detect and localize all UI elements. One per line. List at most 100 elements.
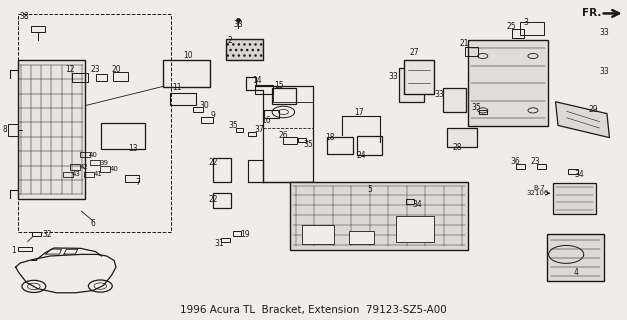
Bar [125,175,139,182]
Text: 8: 8 [3,125,8,134]
Bar [349,231,374,244]
Text: 40: 40 [89,152,98,158]
Text: 1: 1 [11,246,16,255]
Text: 10: 10 [183,51,193,60]
Bar [31,26,45,32]
Text: 35: 35 [472,103,482,112]
Text: 23: 23 [530,157,540,166]
Bar [8,124,18,136]
Bar [547,234,604,281]
Text: 22: 22 [208,195,218,204]
Bar [255,85,273,94]
Text: 39: 39 [100,160,108,165]
Bar [468,40,548,126]
Text: 24: 24 [356,151,366,160]
Bar [357,136,382,155]
Bar [113,72,128,81]
Bar [512,29,524,38]
Text: 43: 43 [72,171,81,177]
Bar [213,158,231,182]
Bar [101,123,145,149]
Text: 34: 34 [412,200,422,209]
Text: 18: 18 [325,133,335,142]
Bar [63,172,73,177]
Bar [90,160,100,165]
Bar [520,22,544,35]
Text: 33: 33 [599,67,609,76]
Bar [221,238,230,242]
Text: FR.: FR. [582,8,601,18]
Bar [213,193,231,208]
Text: 30: 30 [199,101,209,110]
Text: 2: 2 [227,36,232,45]
Text: 32100: 32100 [527,190,549,196]
Bar [170,93,196,105]
Bar [84,172,94,177]
Text: 34: 34 [574,170,584,179]
Text: 31: 31 [214,239,224,248]
Bar [478,110,487,114]
Text: 32: 32 [42,230,52,239]
Text: 6: 6 [90,219,95,228]
Bar [568,169,578,174]
Text: 5: 5 [367,185,372,194]
Text: 33: 33 [389,72,399,81]
Text: 23: 23 [90,65,100,74]
Bar [553,183,596,214]
Text: 20: 20 [111,65,121,74]
Bar [18,60,85,199]
Text: 35: 35 [228,121,238,130]
Text: 29: 29 [588,105,598,114]
Text: 11: 11 [172,83,182,92]
Bar [399,68,424,102]
Bar [96,74,107,81]
Bar [233,231,241,236]
Bar [283,137,297,144]
Text: 36: 36 [510,157,520,166]
Text: 33: 33 [233,20,243,28]
Text: 22: 22 [208,158,218,167]
Bar [163,60,210,87]
Text: 35: 35 [303,140,314,148]
Polygon shape [556,102,609,138]
Bar [537,164,546,169]
Bar [327,137,353,154]
Text: 26: 26 [278,131,288,140]
Bar [248,132,256,136]
Bar [272,88,296,104]
Bar [70,164,80,170]
Text: 4: 4 [573,268,578,277]
Bar [298,138,306,142]
Text: 41: 41 [93,171,102,177]
Bar [72,73,88,82]
Text: 25: 25 [507,22,517,31]
Text: 42: 42 [80,164,88,170]
Bar [18,247,32,251]
Text: 1996 Acura TL  Bracket, Extension  79123-SZ5-A00: 1996 Acura TL Bracket, Extension 79123-S… [180,305,447,316]
Bar [263,109,279,118]
Bar [443,88,466,112]
Bar [396,216,434,242]
Text: B-7: B-7 [534,185,545,190]
Text: 3: 3 [523,18,528,27]
Bar [404,60,434,93]
Bar [32,232,41,236]
Bar [515,164,525,169]
Bar [406,199,414,204]
Text: 27: 27 [409,48,419,57]
Text: 9: 9 [211,111,216,120]
Bar [302,225,334,244]
Text: 33: 33 [434,90,444,99]
Text: 13: 13 [128,144,138,153]
Bar [465,47,478,56]
Text: 38: 38 [19,12,29,21]
Bar [201,117,213,123]
Text: 40: 40 [110,166,119,172]
Bar [18,14,171,232]
Text: 37: 37 [255,125,265,134]
Bar [193,107,203,112]
Text: 28: 28 [453,143,463,152]
Bar [290,182,468,250]
Bar [80,152,90,157]
Bar [447,128,477,147]
